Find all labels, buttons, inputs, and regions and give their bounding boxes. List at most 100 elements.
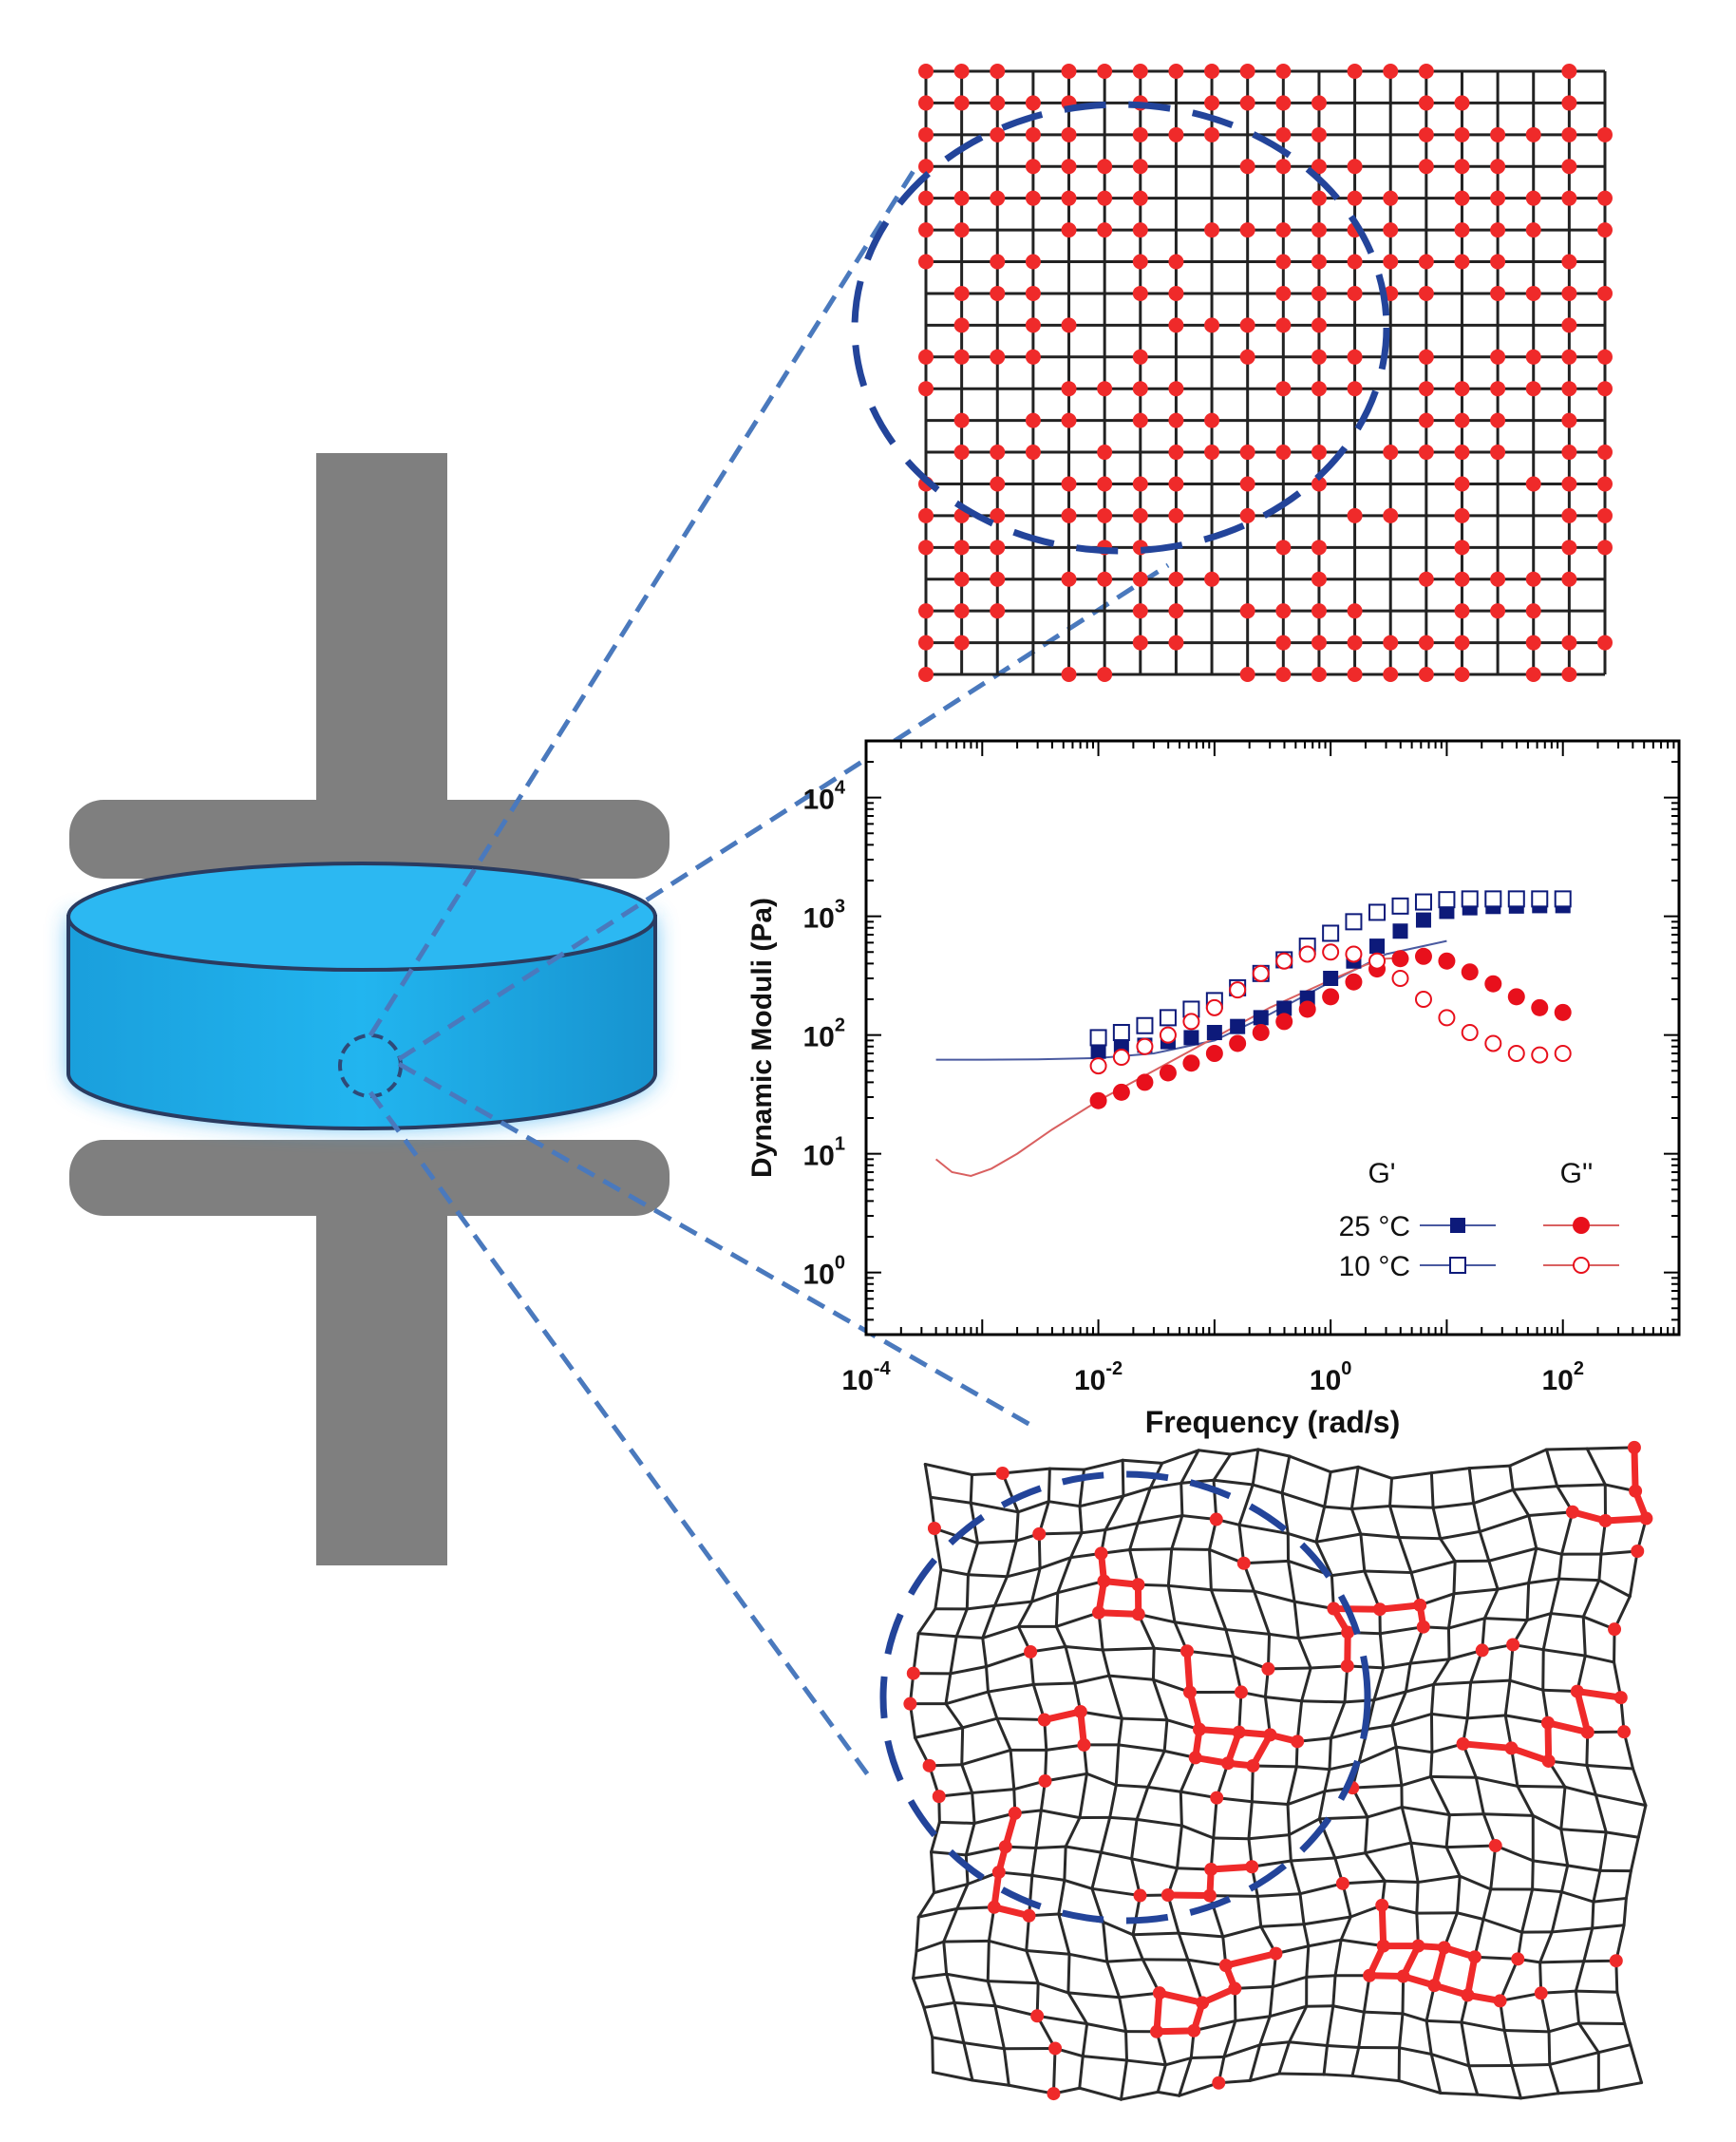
x-tick-label: 100 — [1310, 1358, 1352, 1396]
network-strand — [1211, 1590, 1254, 1591]
crosslink-node — [1062, 476, 1077, 491]
network-strand — [1066, 1646, 1075, 1683]
crosslink-node — [1490, 191, 1505, 206]
crosslink-node — [990, 540, 1005, 555]
network-strand — [1546, 1449, 1587, 1450]
network-strand — [1598, 2045, 1631, 2053]
network-strand — [1417, 1883, 1418, 1914]
network-strand — [1120, 1998, 1126, 2032]
network-strand — [1105, 1524, 1138, 1530]
crosslink-node — [1235, 1685, 1248, 1698]
crosslink-node — [1183, 1685, 1197, 1698]
crosslink-node — [918, 222, 934, 237]
crosslink-node — [1526, 603, 1541, 618]
crosslink-node — [1561, 508, 1576, 523]
g-double-prime-10c-point — [1137, 1039, 1152, 1054]
network-strand — [1431, 1473, 1433, 1508]
network-strand — [944, 1942, 947, 1974]
crosslink-node — [1311, 572, 1327, 587]
crosslink-node — [1275, 95, 1291, 110]
network-strand — [1474, 1489, 1514, 1503]
crosslink-node — [1599, 1514, 1613, 1527]
network-strand — [1298, 1632, 1348, 1638]
crosslink-node — [1311, 667, 1327, 682]
crosslink-node — [1168, 286, 1183, 301]
crosslink-node — [1221, 1756, 1235, 1770]
g-double-prime-10c-point — [1346, 946, 1361, 961]
crosslink-node — [1454, 191, 1469, 206]
network-strand — [1365, 1571, 1411, 1573]
network-strand — [1434, 1659, 1450, 1685]
network-strand — [1595, 1795, 1646, 1806]
network-strand — [1638, 1806, 1646, 1838]
crosslink-node — [1097, 64, 1112, 79]
crosslink-node — [1561, 445, 1576, 460]
network-strand — [1483, 1814, 1533, 1816]
crosslink-node — [1597, 381, 1613, 396]
crosslink-node — [1639, 1512, 1652, 1526]
crosslink-node — [1009, 1807, 1022, 1820]
network-strand — [1148, 1787, 1180, 1791]
g-double-prime-25c-point — [1508, 988, 1525, 1005]
crosslink-node — [1026, 159, 1041, 174]
network-strand — [1257, 1894, 1300, 1897]
network-strand — [1380, 1634, 1383, 1668]
network-strand — [1533, 1889, 1562, 1892]
crosslink-node — [1348, 381, 1363, 396]
crosslink-node — [1077, 1738, 1090, 1752]
network-strand — [995, 2006, 1004, 2049]
network-strand — [951, 1637, 956, 1674]
network-strand — [1302, 1668, 1311, 1701]
crosslink-node — [1311, 540, 1327, 555]
network-strand — [1500, 1959, 1519, 2000]
g-prime-10c-point — [1485, 891, 1500, 906]
g-double-prime-10c-point — [1114, 1050, 1129, 1065]
network-strand — [1309, 1940, 1341, 1946]
network-strand — [1304, 1924, 1309, 1946]
crosslink-node — [1454, 445, 1469, 460]
network-strand — [1352, 1786, 1402, 1789]
crosslink-node — [1133, 222, 1148, 237]
crosslink-node — [1506, 1638, 1519, 1651]
network-strand — [1239, 1485, 1253, 1525]
crosslink-node — [1275, 540, 1291, 555]
network-strand — [1543, 1650, 1585, 1656]
g-prime-25c-point — [1416, 913, 1431, 928]
network-strand — [1223, 1926, 1261, 1937]
network-strand — [1214, 1838, 1249, 1839]
network-strand — [1510, 1466, 1513, 1489]
network-strand — [1374, 1668, 1384, 1700]
crosslink-node — [1311, 445, 1327, 460]
network-strand — [1180, 1791, 1181, 1826]
network-strand — [1069, 1954, 1107, 1962]
network-strand — [1384, 1663, 1410, 1668]
network-strand — [1126, 2032, 1127, 2060]
network-strand — [1335, 1940, 1341, 1976]
crosslink-node — [1581, 1726, 1594, 1739]
network-strand — [1110, 1817, 1137, 1819]
network-strand — [1489, 1561, 1498, 1589]
network-strand — [1325, 1507, 1352, 1508]
network-strand — [988, 1941, 989, 1981]
network-strand — [1175, 1622, 1226, 1630]
network-strand — [1561, 1892, 1593, 1902]
crosslink-node — [1062, 191, 1077, 206]
crosslink-node — [1240, 159, 1255, 174]
network-strand — [1103, 1648, 1154, 1650]
network-strand — [1467, 1682, 1471, 1718]
network-strand — [1231, 1450, 1258, 1454]
crosslink-node — [918, 255, 934, 270]
network-strand — [1543, 1614, 1551, 1650]
network-strand — [1446, 1815, 1449, 1848]
network-strand — [1107, 1962, 1120, 1998]
network-strand — [1116, 1745, 1119, 1785]
crosslink-node — [1240, 445, 1255, 460]
crosslink-node — [990, 95, 1005, 110]
network-strand — [983, 1626, 1019, 1638]
crosslink-node — [1275, 445, 1291, 460]
crosslink-node — [1150, 2025, 1163, 2038]
network-strand — [1431, 1714, 1467, 1717]
network-strand — [964, 2043, 1004, 2049]
network-strand — [1132, 1819, 1138, 1858]
network-strand — [1290, 1835, 1292, 1861]
